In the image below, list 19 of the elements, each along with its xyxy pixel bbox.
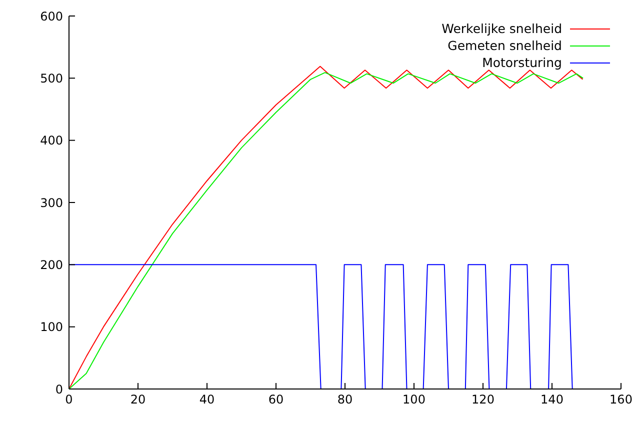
- x-tick-label: 140: [540, 392, 564, 407]
- y-tick-label: 400: [40, 134, 63, 148]
- x-tick-label: 0: [65, 392, 73, 407]
- x-tick-label: 20: [130, 392, 146, 407]
- x-tick-label: 40: [199, 392, 215, 407]
- legend-label: Werkelijke snelheid: [442, 21, 562, 36]
- x-tick-label: 80: [337, 392, 353, 407]
- y-tick-label: 600: [40, 9, 63, 24]
- x-tick-label: 60: [268, 392, 284, 407]
- x-tick-label: 120: [472, 392, 494, 407]
- y-tick-label: 200: [40, 258, 63, 272]
- y-tick-label: 0: [55, 382, 63, 396]
- y-tick-label: 300: [40, 196, 63, 210]
- x-tick-label: 100: [402, 392, 426, 407]
- y-tick-label: 100: [40, 320, 63, 334]
- legend-label: Motorsturing: [482, 55, 562, 70]
- legend-label: Gemeten snelheid: [448, 38, 562, 53]
- y-tick-label: 500: [40, 71, 63, 86]
- x-tick-label: 160: [610, 392, 632, 407]
